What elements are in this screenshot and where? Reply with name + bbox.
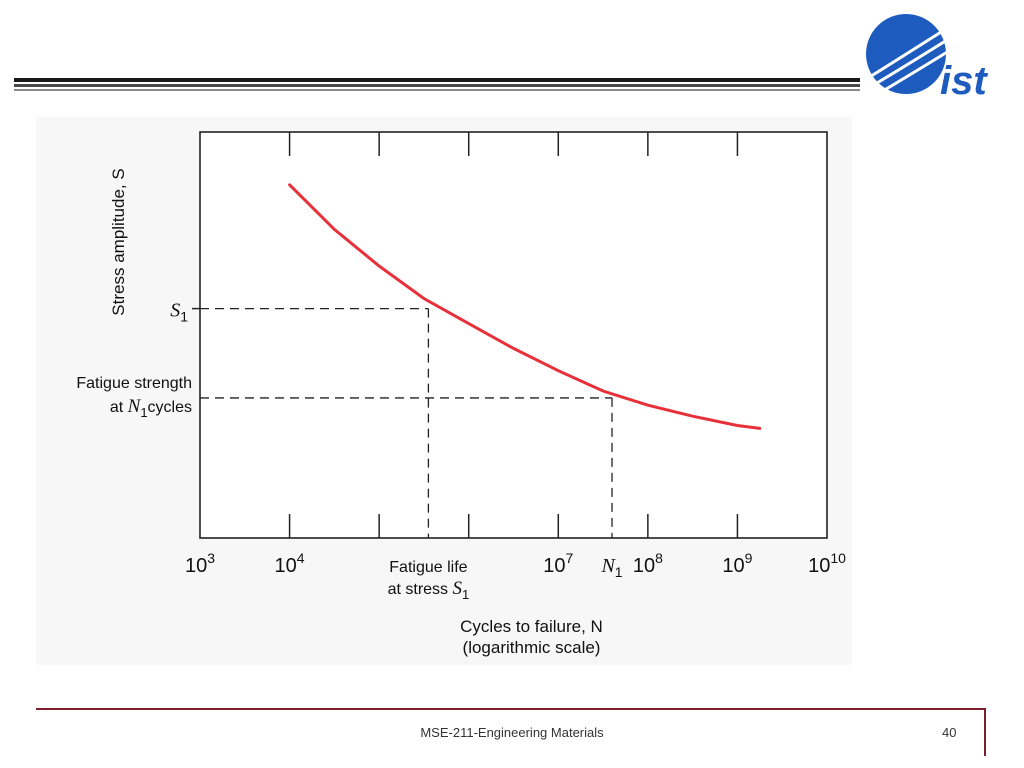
x-tick-label-0: 103 [185,550,215,577]
x-tick-base-1: 10 [275,555,297,577]
sn-curve-chart: 103 104 107 108 109 1010 Stress amplitude, S … [76,131,846,657]
fatigue-life-label-line1: Fatigue life [389,559,467,576]
x-tick-label-4: 109 [722,550,752,577]
x-tick-label-1: 104 [275,550,305,577]
s1-symbol-inline: S [453,578,463,599]
s1-label: S1 [170,300,188,325]
x-tick-label-2: 107 [543,550,573,577]
chart-panel: 103 104 107 108 109 1010 Stress amplitude, S … [36,117,852,665]
n1-subscript-inline: 1 [140,405,147,420]
x-tick-base-4: 10 [722,555,744,577]
fatigue-life-label-line2: at stress S1 [388,578,470,602]
x-tick-exp-3: 8 [655,550,663,566]
s1-subscript-inline: 1 [462,587,469,602]
ist-logo: ist [856,8,1016,104]
x-tick-base-2: 10 [543,555,565,577]
x-tick-exp-0: 3 [207,550,215,566]
page-number: 40 [942,725,957,740]
y-axis-label-text: Stress amplitude, S [109,168,128,315]
s1-subscript: 1 [180,309,188,325]
guide-lines [192,307,613,538]
x-tick-base-3: 10 [633,555,655,577]
fatigue-strength-label-line1: Fatigue strength [76,375,192,392]
x-tick-exp-5: 10 [830,550,846,566]
sn-curve-line [288,183,762,430]
y-axis-label: Stress amplitude, S [109,168,128,315]
x-tick-exp-4: 9 [745,550,753,566]
x-tick-label-5: 1010 [808,550,846,577]
header-rule-thick [14,78,860,82]
x-tick-label-3: 108 [633,550,663,577]
logo-wordmark: ist [940,59,988,103]
n1-symbol: N [600,555,616,577]
s1-symbol: S [170,300,180,322]
x-tick-exp-1: 4 [297,550,305,566]
x-tick-exp-2: 7 [566,550,574,566]
x-tick-base-5: 10 [808,555,830,577]
footer-rule-corner [984,708,986,756]
x-axis-sublabel: (logarithmic scale) [463,638,601,657]
plot-frame [199,131,828,539]
fatigue-strength-cycles: cycles [148,399,192,416]
axis-ticks [288,132,739,538]
fatigue-life-at-stress: at stress [388,581,448,598]
fatigue-strength-label-line2: at N1cycles [110,396,192,420]
footer-rule [36,708,986,710]
x-tick-base-0: 10 [185,555,207,577]
n1-subscript: 1 [615,564,623,580]
footer-course-title: MSE-211-Engineering Materials [420,725,604,740]
fatigue-strength-at: at [110,399,124,416]
n1-label: N1 [600,555,622,580]
x-tick-labels: 103 104 107 108 109 1010 [185,550,846,577]
header-rule-medium [14,84,860,87]
n1-symbol-inline: N [127,396,142,417]
x-axis-label-text: Cycles to failure, N [460,617,603,636]
header-rule-thin [14,89,860,91]
x-axis-label: Cycles to failure, N [460,617,603,636]
